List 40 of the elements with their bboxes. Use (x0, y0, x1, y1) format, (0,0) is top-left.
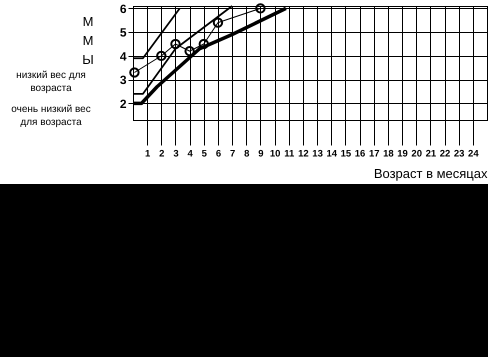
x-tick-label: 6 (216, 148, 222, 160)
x-tick-label: 15 (340, 148, 352, 160)
x-tick-label: 7 (230, 148, 236, 160)
x-tick-label: 8 (244, 148, 250, 160)
x-tick-label: 3 (173, 148, 179, 160)
x-tick-label: 2 (159, 148, 164, 160)
point (255, 3, 266, 14)
point (170, 38, 181, 50)
x-tick-label: 17 (368, 148, 380, 160)
x-tick-label: 14 (326, 148, 338, 160)
x-axis-title: Возраст в месяцах (374, 166, 488, 181)
x-tick-label: 11 (284, 148, 295, 160)
point (184, 46, 195, 56)
point (198, 38, 209, 50)
x-tick-label: 23 (454, 148, 464, 160)
x-tick-label: 19 (397, 148, 408, 160)
text: низкий вес для возраста (16, 70, 86, 94)
x-tick-label: 22 (440, 148, 450, 160)
x-tick-label: 21 (426, 148, 437, 160)
x-tick-label: 10 (270, 148, 280, 160)
x-tick-label: 1 (145, 148, 152, 160)
x-tick-label: 18 (383, 148, 394, 160)
x-tick-label: 9 (258, 148, 264, 160)
y-tick-label: 2 (120, 96, 127, 111)
text: очень низкий вес для возраста (11, 104, 91, 128)
x-tick-label: 16 (354, 148, 366, 160)
x-tick-label: 12 (298, 148, 309, 160)
y-tick-label: 4 (120, 49, 127, 64)
point (129, 67, 140, 78)
y-tick-label: 3 (120, 73, 127, 88)
x-tick-label: 24 (468, 148, 480, 160)
y-tick-label: 6 (120, 2, 127, 16)
point (156, 50, 167, 62)
x-tick-label: 5 (202, 148, 208, 160)
x-tick-label: 13 (312, 148, 323, 160)
point (212, 17, 224, 28)
x-tick-label: 20 (411, 148, 422, 160)
y-tick-label: 5 (120, 26, 127, 40)
y-axis-title: ММЫ (82, 14, 94, 67)
x-tick-label: 4 (187, 148, 194, 160)
